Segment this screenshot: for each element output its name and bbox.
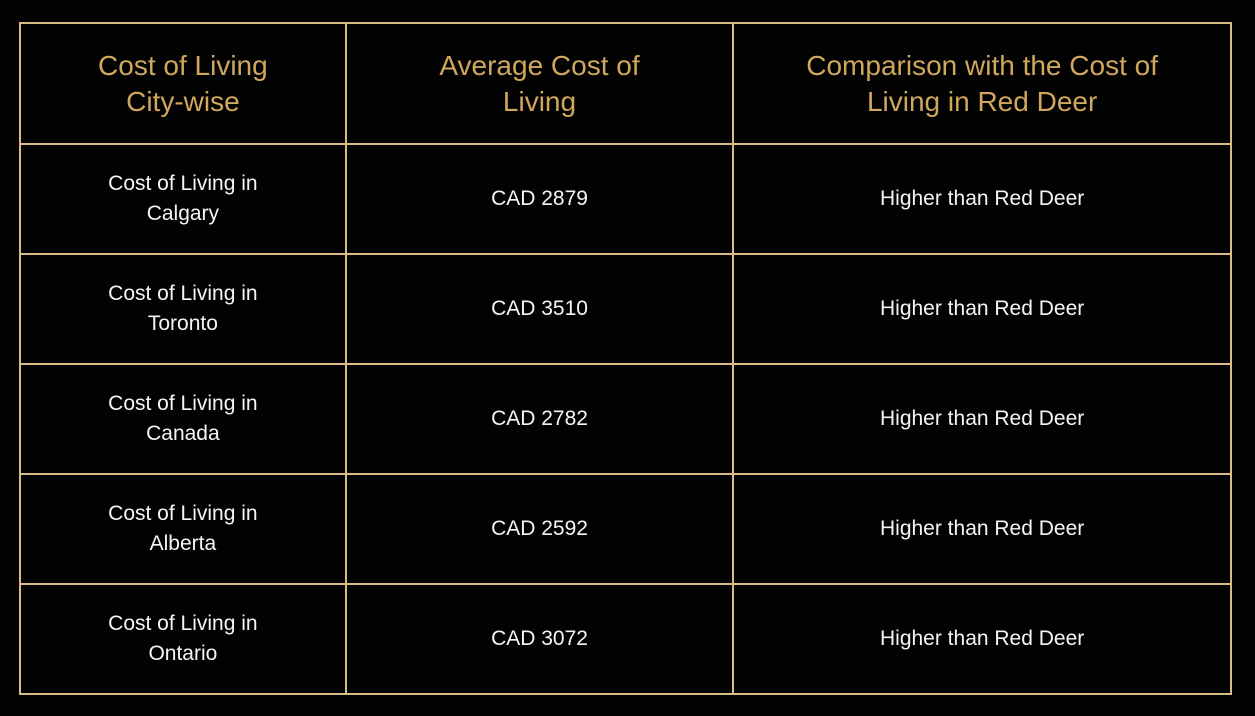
table-row-ontario: Cost of Living in Ontario CAD 3072 Highe… — [19, 583, 1232, 695]
cell-cost: CAD 2879 — [344, 143, 735, 255]
cell-cost: CAD 3510 — [344, 253, 735, 365]
city-label: Cost of Living in Ontario — [108, 612, 258, 665]
header-row: Cost of Living City-wise Average Cost of… — [19, 22, 1232, 145]
cell-comparison: Higher than Red Deer — [732, 253, 1232, 365]
cell-comparison: Higher than Red Deer — [732, 363, 1232, 475]
cell-cost: CAD 2592 — [344, 473, 735, 585]
header-label-average-cost: Average Cost of Living — [439, 49, 640, 117]
city-label: Cost of Living in Calgary — [108, 172, 258, 225]
cell-comparison: Higher than Red Deer — [732, 583, 1232, 695]
header-cell-average-cost: Average Cost of Living — [344, 22, 735, 145]
table-row-calgary: Cost of Living in Calgary CAD 2879 Highe… — [19, 143, 1232, 255]
city-label: Cost of Living in Toronto — [108, 282, 258, 335]
cell-comparison: Higher than Red Deer — [732, 143, 1232, 255]
header-cell-comparison: Comparison with the Cost of Living in Re… — [732, 22, 1232, 145]
table-body: Cost of Living in Calgary CAD 2879 Highe… — [19, 143, 1232, 695]
cell-cost: CAD 2782 — [344, 363, 735, 475]
cell-city: Cost of Living in Calgary — [19, 143, 347, 255]
cell-city: Cost of Living in Alberta — [19, 473, 347, 585]
header-label-city: Cost of Living City-wise — [98, 49, 268, 117]
header-label-comparison: Comparison with the Cost of Living in Re… — [806, 49, 1158, 117]
cell-city: Cost of Living in Canada — [19, 363, 347, 475]
table-row-toronto: Cost of Living in Toronto CAD 3510 Highe… — [19, 253, 1232, 365]
city-label: Cost of Living in Alberta — [108, 502, 258, 555]
cell-city: Cost of Living in Toronto — [19, 253, 347, 365]
cell-comparison: Higher than Red Deer — [732, 473, 1232, 585]
cell-cost: CAD 3072 — [344, 583, 735, 695]
header-cell-city: Cost of Living City-wise — [19, 22, 347, 145]
table-row-alberta: Cost of Living in Alberta CAD 2592 Highe… — [19, 473, 1232, 585]
table-header: Cost of Living City-wise Average Cost of… — [19, 22, 1232, 145]
cell-city: Cost of Living in Ontario — [19, 583, 347, 695]
table-row-canada: Cost of Living in Canada CAD 2782 Higher… — [19, 363, 1232, 475]
city-label: Cost of Living in Canada — [108, 392, 258, 445]
cost-of-living-table: Cost of Living City-wise Average Cost of… — [19, 22, 1232, 695]
